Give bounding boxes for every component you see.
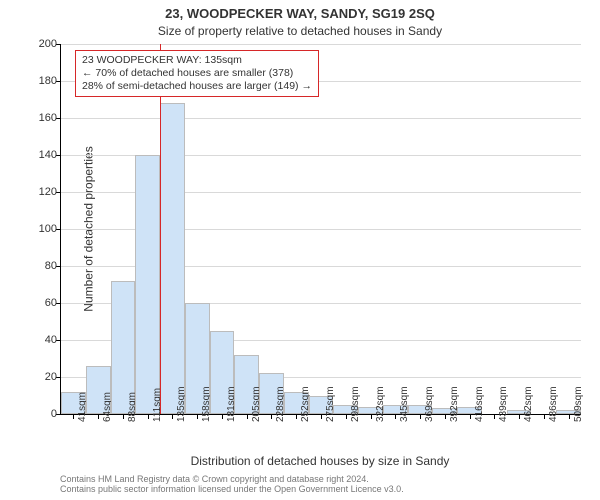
- x-tick-label: 392sqm: [449, 386, 460, 422]
- y-tick-label: 200: [17, 38, 57, 50]
- x-tick-label: 486sqm: [548, 386, 559, 422]
- chart-container: 23, WOODPECKER WAY, SANDY, SG19 2SQ Size…: [0, 0, 600, 500]
- y-tick-label: 40: [17, 334, 57, 346]
- x-tick-mark: [420, 414, 421, 419]
- x-tick-mark: [123, 414, 124, 419]
- x-tick-mark: [544, 414, 545, 419]
- annotation-box: 23 WOODPECKER WAY: 135sqm← 70% of detach…: [75, 50, 319, 97]
- x-tick-mark: [247, 414, 248, 419]
- histogram-bar: [160, 103, 185, 414]
- plot-area: 02040608010012014016018020041sqm64sqm88s…: [60, 44, 581, 415]
- chart-footer: Contains HM Land Registry data © Crown c…: [60, 474, 404, 495]
- x-tick-mark: [296, 414, 297, 419]
- x-tick-label: 298sqm: [350, 386, 361, 422]
- y-tick-label: 120: [17, 186, 57, 198]
- x-tick-mark: [494, 414, 495, 419]
- x-tick-mark: [172, 414, 173, 419]
- x-tick-mark: [519, 414, 520, 419]
- grid-line: [61, 118, 581, 119]
- chart-title-sub: Size of property relative to detached ho…: [0, 24, 600, 38]
- y-tick-label: 20: [17, 371, 57, 383]
- annotation-line: 23 WOODPECKER WAY: 135sqm: [82, 54, 312, 67]
- x-tick-mark: [569, 414, 570, 419]
- x-tick-mark: [445, 414, 446, 419]
- y-tick-label: 60: [17, 297, 57, 309]
- footer-line-1: Contains HM Land Registry data © Crown c…: [60, 474, 404, 484]
- x-tick-label: 509sqm: [573, 386, 584, 422]
- histogram-bar: [135, 155, 160, 414]
- x-tick-mark: [98, 414, 99, 419]
- x-tick-mark: [271, 414, 272, 419]
- x-tick-mark: [470, 414, 471, 419]
- y-tick-label: 140: [17, 149, 57, 161]
- y-tick-label: 80: [17, 260, 57, 272]
- x-tick-mark: [395, 414, 396, 419]
- y-tick-label: 100: [17, 223, 57, 235]
- x-tick-mark: [222, 414, 223, 419]
- x-tick-mark: [73, 414, 74, 419]
- footer-line-2: Contains public sector information licen…: [60, 484, 404, 494]
- x-tick-mark: [197, 414, 198, 419]
- annotation-line: ← 70% of detached houses are smaller (37…: [82, 67, 312, 80]
- x-tick-mark: [346, 414, 347, 419]
- x-tick-label: 369sqm: [424, 386, 435, 422]
- y-tick-label: 0: [17, 408, 57, 420]
- x-tick-label: 462sqm: [523, 386, 534, 422]
- chart-title-main: 23, WOODPECKER WAY, SANDY, SG19 2SQ: [0, 6, 600, 21]
- grid-line: [61, 44, 581, 45]
- x-tick-mark: [321, 414, 322, 419]
- x-tick-mark: [148, 414, 149, 419]
- annotation-line: 28% of semi-detached houses are larger (…: [82, 80, 312, 93]
- x-tick-label: 439sqm: [498, 386, 509, 422]
- x-tick-mark: [371, 414, 372, 419]
- y-tick-label: 180: [17, 75, 57, 87]
- y-tick-label: 160: [17, 112, 57, 124]
- x-axis-label: Distribution of detached houses by size …: [60, 454, 580, 468]
- subject-marker-line: [160, 44, 161, 414]
- x-tick-label: 416sqm: [474, 386, 485, 422]
